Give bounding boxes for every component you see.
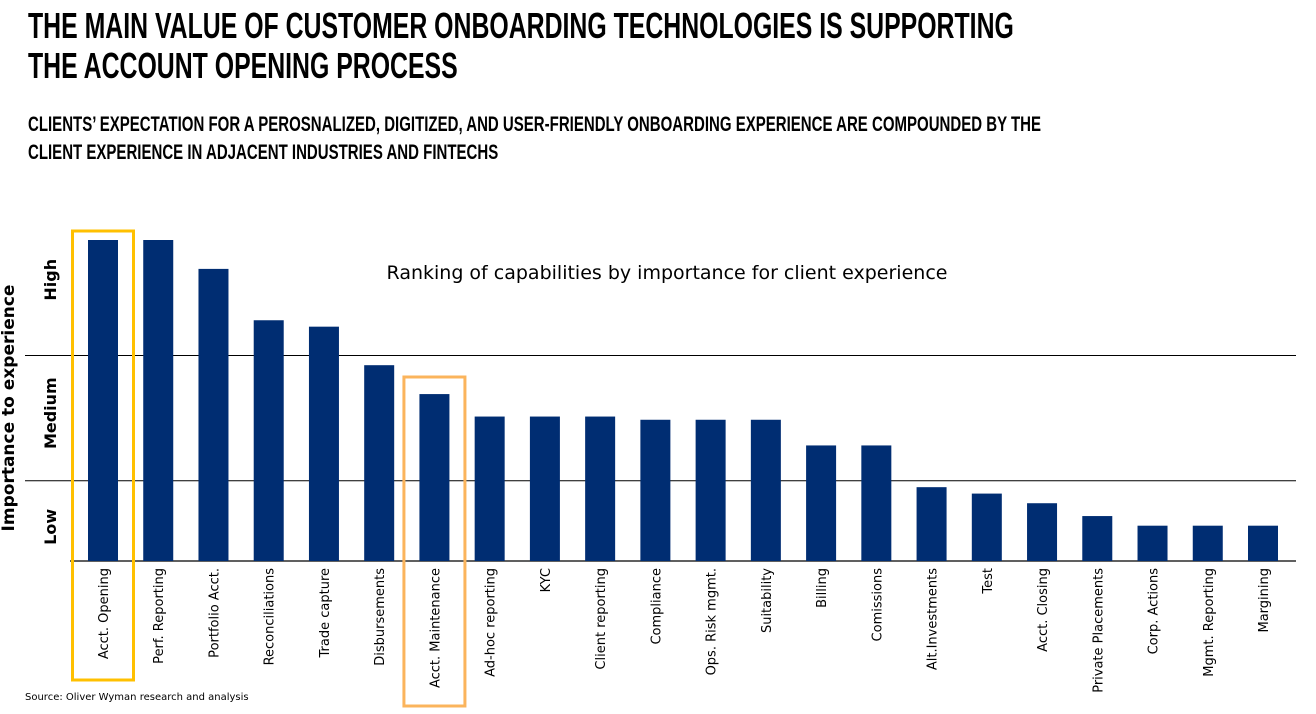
bar [529,416,560,561]
x-tick-label: Suitability [760,568,775,633]
x-tick-label: Perf. Reporting [152,568,167,664]
x-tick-label: Comissions [870,568,885,642]
source-note: Source: Oliver Wyman research and analys… [25,692,249,703]
band-label-high: High [41,259,60,301]
bar [1027,503,1058,561]
chart-title: Ranking of capabilities by importance fo… [387,262,948,284]
x-tick-label: Acct. Maintenance [428,568,443,688]
band-label-medium: Medium [41,377,60,449]
x-tick-label: KYC [539,568,554,592]
subtitle-line-1: CLIENTS’ EXPECTATION FOR A PEROSNALIZED,… [28,113,1042,136]
bar [1137,525,1168,561]
x-tick-label: Test [981,568,996,595]
bar [916,487,947,561]
x-tick-label: Ad-hoc reporting [484,568,499,677]
bar [1192,525,1223,561]
x-tick-label: Alt.Investments [926,568,941,670]
x-tick-label: Disbursements [373,568,388,666]
title-line-1: THE MAIN VALUE OF CUSTOMER ONBOARDING TE… [28,5,1014,46]
x-tick-label: Margining [1257,568,1272,633]
x-tick-label: Mgmt. Reporting [1202,568,1217,677]
bar [640,419,671,561]
x-tick-label: Private Placements [1091,568,1106,693]
bar [198,268,229,561]
bar [695,419,726,561]
bar [806,445,837,561]
bar [419,394,450,561]
bar [861,445,892,561]
x-tick-label: Corp. Actions [1147,568,1162,655]
x-tick-label: Billing [815,568,830,608]
bar [971,493,1002,561]
bar [474,416,505,561]
x-tick-label: Acct. Closing [1036,568,1051,652]
subtitle-line-2: CLIENT EXPERIENCE IN ADJACENT INDUSTRIES… [28,141,499,164]
x-tick-label: Portfolio Acct. [207,568,222,658]
band-label-low: Low [41,509,60,545]
bar [364,365,395,561]
x-tick-label: Acct. Opening [97,568,112,659]
bar [253,320,284,561]
x-tick-label: Ops. Risk mgmt. [705,568,720,675]
x-tick-label: Client reporting [594,568,609,670]
bar [1082,516,1113,561]
x-tick-label: Compliance [649,568,664,645]
y-axis-label: Importance to experience [0,285,19,532]
page-subtitle: CLIENTS’ EXPECTATION FOR A PEROSNALIZED,… [28,111,1041,167]
bar [750,419,781,561]
bar [143,240,174,561]
title-line-2: THE ACCOUNT OPENING PROCESS [28,45,458,86]
bar [308,326,339,561]
bar [1248,525,1278,561]
highlight-box [71,229,135,682]
page-title: THE MAIN VALUE OF CUSTOMER ONBOARDING TE… [28,6,1014,86]
bar [88,240,118,561]
x-tick-label: Reconciliations [263,568,278,666]
highlight-box [402,375,467,708]
bar [585,416,616,561]
x-tick-label: Trade capture [318,568,333,658]
